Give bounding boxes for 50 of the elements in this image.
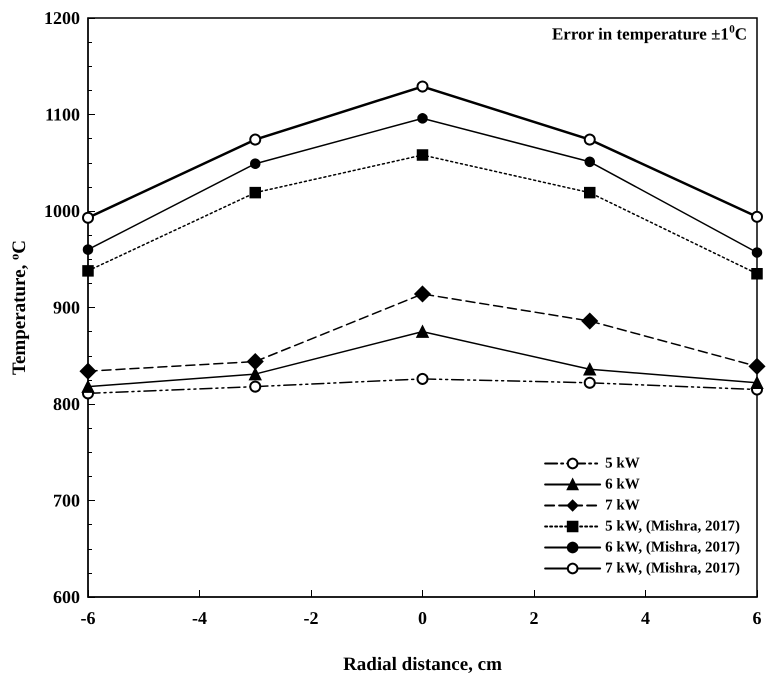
point <box>249 134 262 146</box>
legend-label: 7 kW <box>605 498 640 514</box>
point <box>416 372 428 385</box>
y-tick-label: 1200 <box>44 8 80 28</box>
point <box>82 212 94 224</box>
point <box>250 158 260 169</box>
legend-label: 6 kW <box>605 476 640 492</box>
point <box>750 376 764 390</box>
point <box>751 268 763 280</box>
point <box>584 363 596 376</box>
x-tick-label: -2 <box>304 608 318 628</box>
point <box>247 353 264 370</box>
point <box>82 265 94 277</box>
y-tick-label: 900 <box>53 298 80 318</box>
x-tick-label: 4 <box>641 608 650 628</box>
x-tick-label: 2 <box>530 608 538 628</box>
point <box>82 380 94 393</box>
point <box>80 362 96 380</box>
point <box>249 380 262 393</box>
x-tick-label: 0 <box>418 608 427 628</box>
point <box>748 358 766 375</box>
y-tick-label: 1100 <box>44 104 80 124</box>
x-axis-title: Radial distance, cm <box>343 654 502 675</box>
point <box>249 368 262 380</box>
point <box>584 134 596 146</box>
legend-label: 7 kW, (Mishra, 2017) <box>605 560 740 576</box>
y-tick-label: 600 <box>53 587 80 607</box>
point <box>584 156 595 168</box>
point <box>416 325 429 338</box>
y-tick-label: 800 <box>53 394 80 414</box>
point <box>582 312 598 330</box>
point <box>414 286 431 302</box>
point <box>584 186 596 198</box>
point <box>752 247 762 258</box>
x-tick-label: 6 <box>752 608 762 628</box>
point <box>416 80 428 93</box>
y-tick-label: 1000 <box>44 201 80 221</box>
point <box>416 149 428 161</box>
point <box>82 244 94 255</box>
point <box>584 376 596 389</box>
y-tick-label: 700 <box>53 490 80 510</box>
point <box>417 113 428 124</box>
legend-label: 6 kW, (Mishra, 2017) <box>605 540 740 556</box>
legend-label: 5 kW, (Mishra, 2017) <box>605 518 740 534</box>
x-tick-label: -6 <box>80 608 96 628</box>
point <box>751 210 763 223</box>
x-tick-label: -4 <box>192 608 207 628</box>
legend-label: 5 kW <box>605 456 640 472</box>
y-axis-title: Temperature, oC <box>8 240 30 375</box>
point <box>250 186 261 198</box>
